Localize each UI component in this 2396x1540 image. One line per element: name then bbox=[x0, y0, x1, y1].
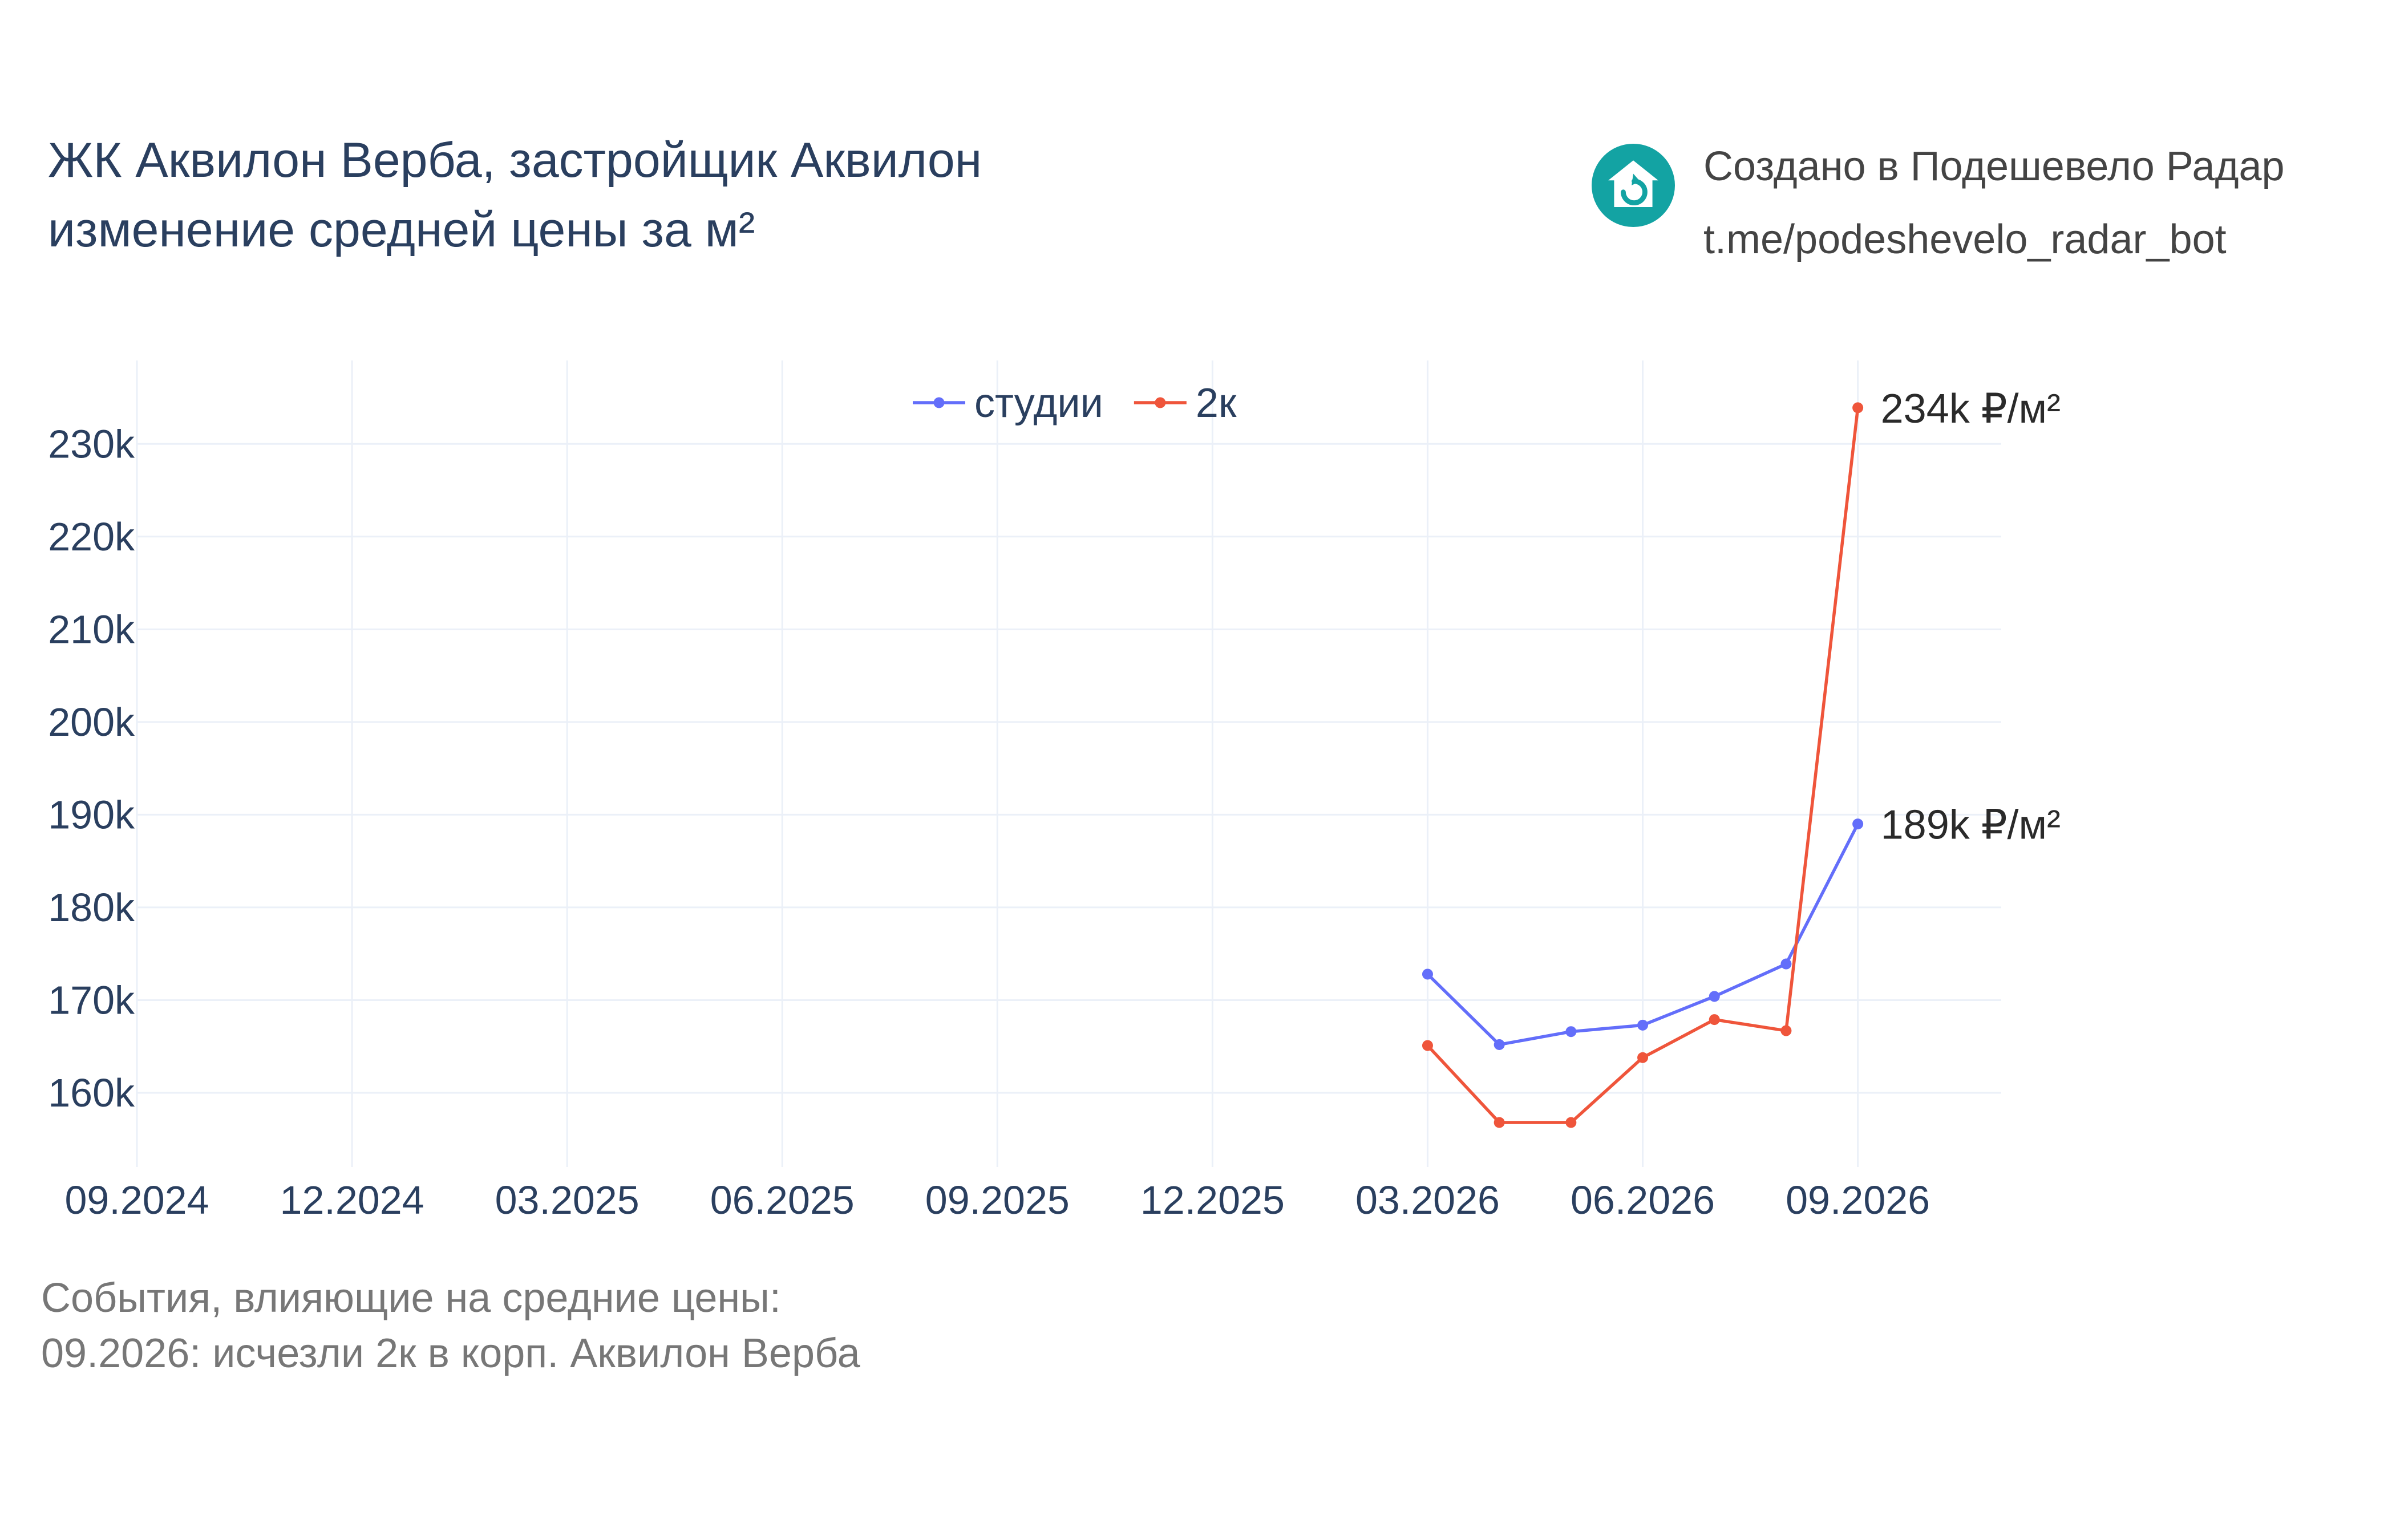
x-tick-label: 03.2026 bbox=[1355, 1178, 1500, 1222]
x-tick-label: 09.2024 bbox=[64, 1178, 209, 1222]
legend-item: студии bbox=[913, 380, 1103, 426]
data-point bbox=[1422, 968, 1433, 980]
x-axis-ticks: 09.2024 12.2024 03.2025 06.2025 09.2025 12.20… bbox=[64, 1178, 1930, 1222]
x-tick-label: 03.2025 bbox=[495, 1178, 640, 1222]
y-tick-label: 160k bbox=[48, 1071, 135, 1115]
credit-link[interactable]: t.me/podeshevelo_radar_bot bbox=[1703, 217, 2227, 262]
x-tick-label: 12.2025 bbox=[1140, 1178, 1285, 1222]
house-refresh-icon bbox=[1592, 144, 1675, 227]
credit-line-1: Создано в Подешевело Радар bbox=[1703, 144, 2285, 189]
chart-title: ЖК Аквилон Верба, застройщик Аквилон изм… bbox=[48, 125, 982, 265]
grid-lines bbox=[136, 360, 2001, 1167]
data-point bbox=[1494, 1039, 1505, 1050]
series-end-label: 234k ₽/м² bbox=[1881, 386, 2061, 432]
data-point bbox=[1709, 991, 1720, 1002]
data-point bbox=[1852, 818, 1864, 830]
y-tick-label: 230k bbox=[48, 422, 135, 466]
series-lines: 189k ₽/м² 234k ₽/м² bbox=[1422, 386, 2061, 1128]
legend-item: 2к bbox=[1134, 380, 1237, 426]
series-end-label: 189k ₽/м² bbox=[1881, 803, 2061, 848]
y-tick-label: 220k bbox=[48, 514, 135, 559]
legend-swatch-marker bbox=[1155, 397, 1166, 408]
data-point bbox=[1709, 1014, 1720, 1026]
price-events-note: События, влияющие на средние цены: 09.20… bbox=[41, 1271, 860, 1381]
y-axis-ticks: 160k 170k 180k 190k 200k 210k 220k 230k bbox=[48, 422, 135, 1115]
price-event-item: 09.2026: исчезли 2к в корп. Аквилон Верб… bbox=[41, 1331, 860, 1376]
data-point bbox=[1565, 1026, 1577, 1038]
legend-swatch-marker bbox=[933, 397, 945, 408]
legend-label: 2к bbox=[1196, 380, 1237, 426]
data-point bbox=[1780, 958, 1792, 970]
data-point bbox=[1565, 1117, 1577, 1128]
x-tick-label: 06.2025 bbox=[710, 1178, 855, 1222]
x-tick-label: 06.2026 bbox=[1571, 1178, 1715, 1222]
y-tick-label: 180k bbox=[48, 885, 135, 930]
price-events-heading: События, влияющие на средние цены: bbox=[41, 1275, 781, 1321]
x-tick-label: 12.2024 bbox=[280, 1178, 424, 1222]
data-point bbox=[1422, 1040, 1433, 1051]
chart-title-line-2: изменение средней цены за м² bbox=[48, 202, 755, 257]
chart-title-line-1: ЖК Аквилон Верба, застройщик Аквилон bbox=[48, 133, 982, 188]
data-point bbox=[1637, 1019, 1649, 1031]
credit-text: Создано в Подешевело Радар t.me/podeshev… bbox=[1703, 130, 2285, 276]
y-tick-label: 170k bbox=[48, 978, 135, 1022]
y-tick-label: 200k bbox=[48, 700, 135, 744]
data-point bbox=[1637, 1052, 1649, 1063]
data-point bbox=[1494, 1117, 1505, 1128]
data-point bbox=[1852, 402, 1864, 414]
x-tick-label: 09.2026 bbox=[1786, 1178, 1930, 1222]
x-tick-label: 09.2025 bbox=[925, 1178, 1070, 1222]
credit-badge: Создано в Подешевело Радар t.me/podeshev… bbox=[1592, 130, 2396, 262]
legend: студии 2к bbox=[913, 380, 1237, 426]
y-tick-label: 190k bbox=[48, 792, 135, 837]
legend-label: студии bbox=[974, 380, 1103, 426]
y-tick-label: 210k bbox=[48, 607, 135, 651]
data-point bbox=[1780, 1025, 1792, 1036]
